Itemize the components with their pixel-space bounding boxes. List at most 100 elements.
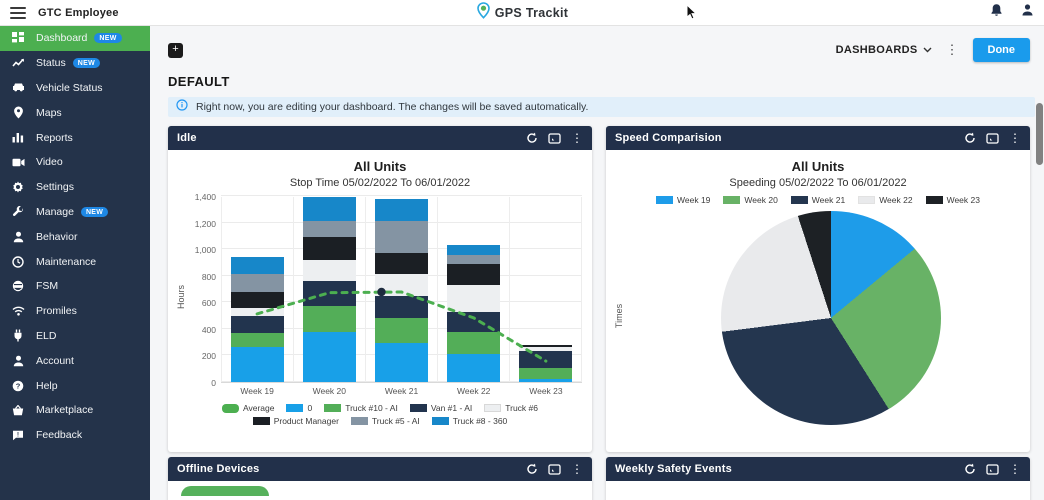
sidebar-item-settings[interactable]: Settings — [0, 175, 150, 200]
stacked-bar[interactable] — [375, 199, 428, 382]
idle-legend-row-1: Average 0 Truck #10 - AI Van #1 - AI Truck #… — [168, 403, 592, 413]
add-widget-button[interactable]: + — [168, 42, 183, 58]
sidebar-item-label: Reports — [36, 131, 73, 144]
expand-icon[interactable] — [986, 463, 999, 475]
sidebar-item-marketplace[interactable]: Marketplace — [0, 398, 150, 423]
refresh-icon[interactable] — [964, 463, 976, 475]
sidebar-item-eld[interactable]: ELD — [0, 324, 150, 349]
legend-item[interactable]: Week 23 — [925, 195, 980, 205]
bell-icon[interactable] — [990, 3, 1003, 22]
kebab-icon[interactable]: ⋮ — [1009, 462, 1021, 476]
sidebar-item-label: Promiles — [36, 305, 77, 318]
expand-icon[interactable] — [986, 132, 999, 144]
sidebar-item-vehicle-status[interactable]: Vehicle Status — [0, 76, 150, 101]
plug-icon — [11, 329, 25, 343]
speed-chart-title: All Units — [791, 159, 845, 174]
user-icon[interactable] — [1021, 3, 1034, 22]
bar-cell-week-23 — [510, 197, 582, 382]
bar-cell-week-21 — [366, 197, 438, 382]
kebab-icon[interactable]: ⋮ — [1009, 131, 1021, 145]
sidebar-item-dashboard[interactable]: Dashboard NEW — [0, 26, 150, 51]
bar-segment — [375, 295, 428, 319]
wifi-icon — [11, 304, 25, 318]
card-offline-header: Offline Devices ⋮ — [168, 457, 592, 481]
legend-item[interactable]: Truck #6 — [484, 403, 538, 413]
bar-segment — [375, 252, 428, 275]
bar-cell-week-19 — [221, 197, 294, 382]
refresh-icon[interactable] — [964, 132, 976, 144]
card-offline-devices: Offline Devices ⋮ — [168, 457, 592, 500]
legend-item[interactable]: Week 21 — [790, 195, 845, 205]
y-tick-label: 200 — [201, 351, 216, 362]
sidebar-item-maintenance[interactable]: Maintenance — [0, 249, 150, 274]
new-badge: NEW — [94, 33, 122, 44]
legend-item[interactable]: Truck #8 - 360 — [431, 416, 507, 426]
expand-icon[interactable] — [548, 132, 561, 144]
edit-mode-banner: Right now, you are editing your dashboar… — [168, 97, 1035, 117]
bar-segment — [375, 343, 428, 382]
sidebar-item-manage[interactable]: Manage NEW — [0, 200, 150, 225]
legend-label: Truck #6 — [505, 403, 539, 413]
legend-label: Week 20 — [744, 195, 778, 205]
sidebar-item-feedback[interactable]: ! Feedback — [0, 423, 150, 448]
legend-swatch — [409, 404, 427, 412]
legend-item[interactable]: Week 19 — [656, 195, 710, 205]
legend-item[interactable]: Product Manager — [252, 416, 339, 426]
sidebar-item-status[interactable]: Status NEW — [0, 51, 150, 76]
bar-segment — [375, 221, 428, 253]
scrollbar-thumb[interactable] — [1036, 103, 1043, 165]
y-tick-label: 1,400 — [194, 192, 216, 202]
idle-y-ticks: 0 200 400 600 800 1,000 1,200 1,400 — [187, 192, 221, 388]
stacked-bar[interactable] — [231, 257, 284, 382]
gridline — [221, 195, 582, 196]
dashboards-dropdown[interactable]: DASHBOARDS — [836, 44, 932, 56]
sidebar-item-promiles[interactable]: Promiles — [0, 299, 150, 324]
refresh-icon[interactable] — [526, 132, 538, 144]
stacked-bar[interactable] — [519, 345, 572, 382]
sidebar-item-label: Help — [36, 379, 58, 392]
legend-label: Week 23 — [946, 195, 980, 205]
svg-text:!: ! — [17, 432, 19, 438]
expand-icon[interactable] — [548, 463, 561, 475]
done-button[interactable]: Done — [972, 38, 1030, 62]
kebab-icon[interactable]: ⋮ — [571, 131, 583, 145]
vehicle-icon — [11, 81, 25, 95]
legend-item[interactable]: Week 22 — [858, 195, 913, 205]
sidebar-item-maps[interactable]: Maps — [0, 100, 150, 125]
sidebar-item-label: Vehicle Status — [36, 81, 103, 94]
hamburger-icon[interactable] — [10, 6, 26, 19]
legend-item[interactable]: 0 — [286, 403, 312, 413]
stacked-bar[interactable] — [303, 197, 356, 382]
legend-item[interactable]: Truck #10 - AI — [324, 403, 398, 413]
bar-segment — [303, 237, 356, 260]
stacked-bar[interactable] — [447, 245, 500, 382]
person-icon — [11, 230, 25, 244]
chevron-down-icon — [923, 47, 931, 53]
card-weekly-safety-events: Weekly Safety Events ⋮ — [606, 457, 1030, 500]
sidebar: Dashboard NEW Status NEW Vehicle Status Maps R… — [0, 26, 150, 500]
sidebar-item-video[interactable]: Video — [0, 150, 150, 175]
sidebar-item-behavior[interactable]: Behavior — [0, 224, 150, 249]
toolbar-kebab-icon[interactable]: ⋮ — [945, 42, 959, 57]
bar-chart-icon — [11, 131, 25, 145]
legend-label: Van #1 - AI — [430, 403, 473, 413]
legend-swatch — [350, 417, 368, 425]
sidebar-item-label: Video — [36, 156, 63, 169]
sidebar-item-help[interactable]: ? Help — [0, 373, 150, 398]
bar-segment — [519, 368, 572, 379]
x-tick-label: Week 19 — [240, 386, 274, 396]
refresh-icon[interactable] — [526, 463, 538, 475]
sidebar-item-account[interactable]: Account — [0, 348, 150, 373]
legend-swatch — [925, 196, 943, 204]
sidebar-item-reports[interactable]: Reports — [0, 125, 150, 150]
account-label: GTC Employee — [38, 6, 119, 19]
sidebar-item-fsm[interactable]: FSM — [0, 274, 150, 299]
legend-item[interactable]: Week 20 — [723, 195, 778, 205]
card-speed-comparision: Speed Comparision ⋮ All Units Speeding 0… — [606, 126, 1030, 452]
legend-item[interactable]: Truck #5 - AI — [350, 416, 420, 426]
bar-segment — [303, 197, 356, 222]
kebab-icon[interactable]: ⋮ — [571, 462, 583, 476]
card-idle-title: Idle — [177, 132, 197, 144]
legend-item[interactable]: Van #1 - AI — [409, 403, 473, 413]
legend-item[interactable]: Average — [221, 403, 274, 413]
